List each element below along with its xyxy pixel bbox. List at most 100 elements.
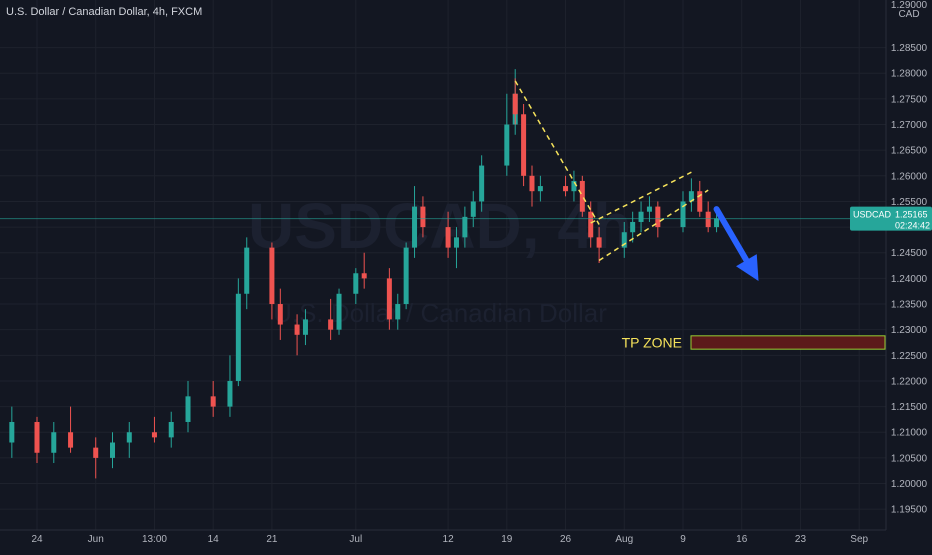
candle-body <box>126 432 132 443</box>
y-tick-label: 1.27500 <box>891 94 928 105</box>
price-countdown: 02:24:42 <box>895 221 930 231</box>
candle-body <box>470 201 476 217</box>
x-tick-label: Jun <box>88 534 104 545</box>
candle-body <box>638 211 644 222</box>
y-axis-panel <box>886 0 932 550</box>
y-tick-label: 1.24000 <box>891 274 928 285</box>
candle-body <box>714 218 720 228</box>
candle-body <box>235 293 241 381</box>
x-tick-label: Sep <box>850 534 868 545</box>
y-tick-label: 1.20000 <box>891 479 928 490</box>
trendline <box>514 80 600 225</box>
x-tick-label: 26 <box>560 534 572 545</box>
candle-body <box>210 396 216 407</box>
candle-body <box>302 319 308 335</box>
candle-body <box>110 442 116 458</box>
x-tick-label: 23 <box>795 534 807 545</box>
tp-zone-label: TP ZONE <box>622 334 682 350</box>
candle-body <box>294 324 300 335</box>
candle-body <box>403 247 409 305</box>
y-tick-label: 1.26000 <box>891 171 928 182</box>
candle-body <box>328 319 334 330</box>
y-tick-label: 1.22000 <box>891 376 928 387</box>
candle-body <box>646 206 652 212</box>
candle-body <box>185 396 191 422</box>
candle-body <box>244 247 250 294</box>
candle-body <box>420 206 426 228</box>
x-tick-label: 9 <box>680 534 686 545</box>
arrow-head <box>736 254 759 281</box>
candle-body <box>588 211 594 238</box>
candle-body <box>386 278 392 320</box>
candle-body <box>277 304 283 325</box>
candle-body <box>630 221 636 233</box>
candle-body <box>621 232 627 248</box>
y-tick-label: 1.28000 <box>891 69 928 80</box>
tp-zone-rect <box>690 335 886 350</box>
candle-body <box>697 191 703 212</box>
currency-label: CAD <box>898 9 919 20</box>
candle-body <box>479 165 485 202</box>
price-label-value: 1.25165 <box>895 210 928 220</box>
candle-body <box>269 247 275 305</box>
candle-body <box>688 191 694 202</box>
price-label-symbol: USDCAD <box>853 210 892 220</box>
price-label-bg <box>850 206 932 231</box>
x-tick-label: 14 <box>208 534 220 545</box>
y-tick-label: 1.25500 <box>891 197 928 208</box>
arrow-shaft <box>713 206 750 264</box>
candle-body <box>655 206 661 228</box>
trendline <box>590 171 692 224</box>
x-tick-label: Jul <box>349 534 362 545</box>
y-tick-label: 1.21000 <box>891 428 928 439</box>
y-tick-label: 1.24500 <box>891 248 928 259</box>
candle-body <box>571 180 577 192</box>
y-tick-label: 1.22500 <box>891 351 928 362</box>
y-tick-label: 1.28500 <box>891 43 928 54</box>
candle-body <box>151 432 157 438</box>
candle-body <box>336 293 342 330</box>
candle-body <box>353 273 359 294</box>
x-tick-label: 21 <box>266 534 278 545</box>
candle-body <box>68 432 74 448</box>
x-tick-label: 24 <box>31 534 43 545</box>
watermark-symbol: USDCAD, 4h <box>248 190 632 262</box>
candle-body <box>9 421 15 443</box>
y-tick-label: 1.23000 <box>891 325 928 336</box>
candle-body <box>462 216 468 238</box>
y-tick-label: 1.20500 <box>891 453 928 464</box>
x-tick-label: Aug <box>615 534 633 545</box>
y-tick-label: 1.27000 <box>891 120 928 131</box>
trendline <box>598 189 709 262</box>
candle-body <box>412 206 418 248</box>
candle-body <box>529 175 535 192</box>
candle-body <box>705 211 711 228</box>
x-tick-label: 12 <box>443 534 455 545</box>
candle-body <box>537 186 543 192</box>
y-tick-label: 1.23500 <box>891 300 928 311</box>
candle-body <box>453 237 459 248</box>
candle-body <box>596 237 602 248</box>
x-tick-label: 16 <box>736 534 748 545</box>
candle-body <box>395 304 401 320</box>
y-axis-top-value: 1.29000 <box>891 0 928 11</box>
candle-body <box>579 180 585 212</box>
candle-body <box>512 93 518 115</box>
candle-body <box>445 227 451 248</box>
candle-body <box>521 114 527 176</box>
candle-body <box>227 380 233 407</box>
candle-body <box>93 447 99 458</box>
candle-body <box>51 432 57 453</box>
x-tick-label: 13:00 <box>142 534 167 545</box>
watermark-name: U.S. Dollar / Canadian Dollar <box>273 298 607 328</box>
candle-body <box>168 421 174 438</box>
y-tick-label: 1.19500 <box>891 505 928 516</box>
candle-body <box>361 273 367 279</box>
x-tick-label: 19 <box>501 534 513 545</box>
candle-body <box>680 201 686 228</box>
candle-body <box>504 124 510 166</box>
candle-body <box>34 421 40 453</box>
candle-body <box>563 186 569 192</box>
